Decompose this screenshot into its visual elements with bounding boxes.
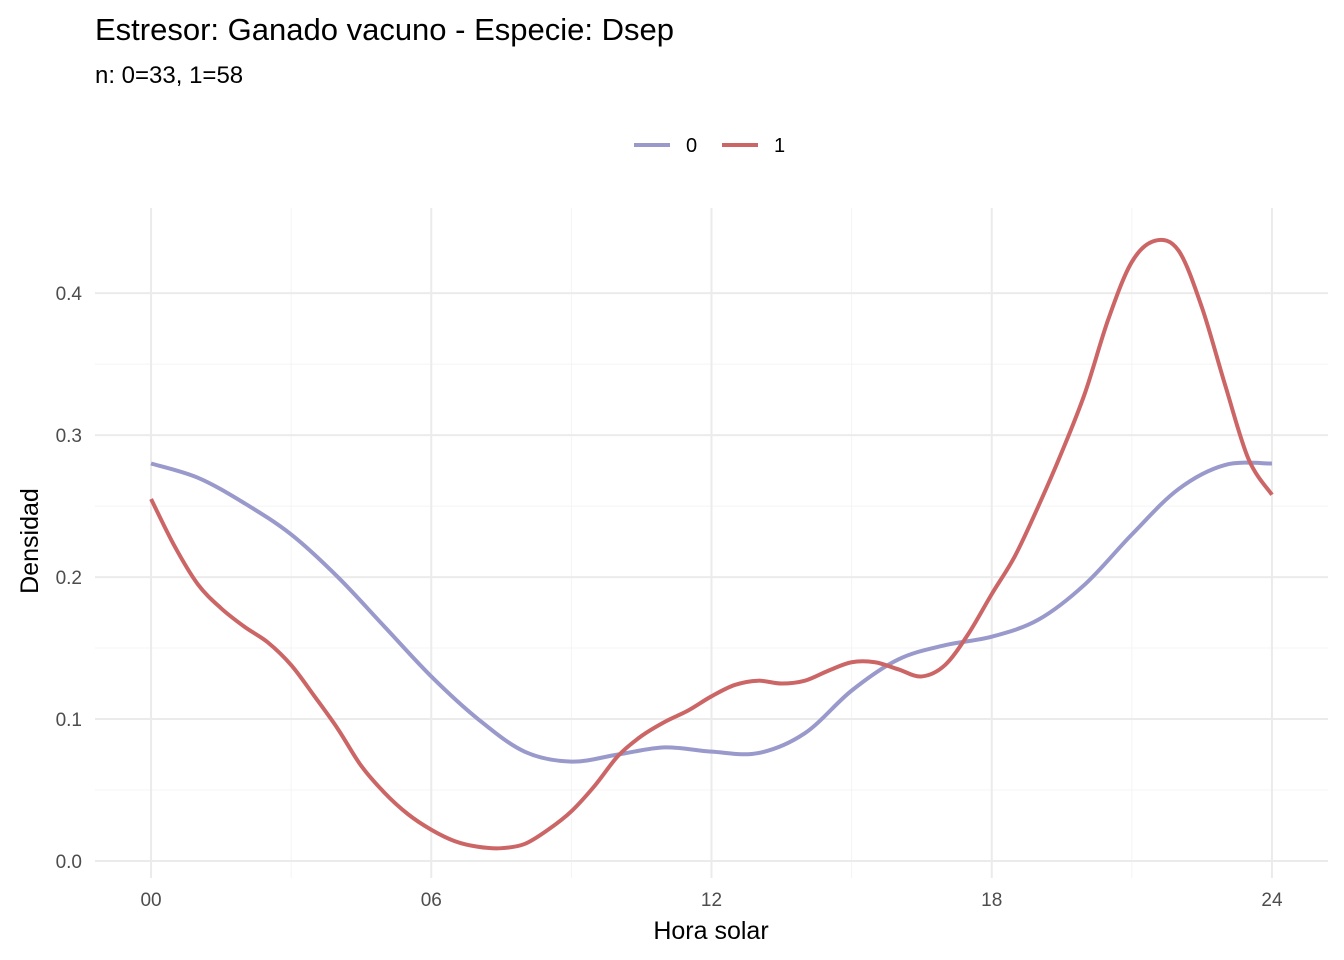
x-tick-label: 00 [140, 890, 161, 911]
legend-label-1: 1 [774, 135, 785, 157]
y-tick-label: 0.1 [56, 710, 82, 731]
legend-label-0: 0 [686, 135, 697, 157]
y-tick-label: 0.2 [56, 568, 82, 589]
y-axis-title: Densidad [16, 488, 44, 594]
series-line-1 [149, 237, 1274, 851]
major-gridlines [95, 208, 1328, 878]
y-tick-label: 0.3 [56, 426, 82, 447]
x-axis-title: Hora solar [653, 917, 768, 945]
y-tick-label: 0.4 [56, 284, 83, 305]
x-axis-ticks: 00 06 12 18 24 [140, 890, 1282, 911]
y-axis-ticks: 0.0 0.1 0.2 0.3 0.4 [56, 284, 83, 873]
chart-title: Estresor: Ganado vacuno - Especie: Dsep [95, 12, 674, 47]
y-tick-label: 0.0 [56, 852, 82, 873]
x-tick-label: 24 [1261, 890, 1283, 911]
x-tick-label: 12 [701, 890, 722, 911]
x-tick-label: 18 [981, 890, 1002, 911]
series-lines [149, 237, 1274, 851]
series-line-0 [150, 460, 1273, 764]
chart-subtitle: n: 0=33, 1=58 [95, 62, 244, 89]
x-tick-label: 06 [421, 890, 442, 911]
